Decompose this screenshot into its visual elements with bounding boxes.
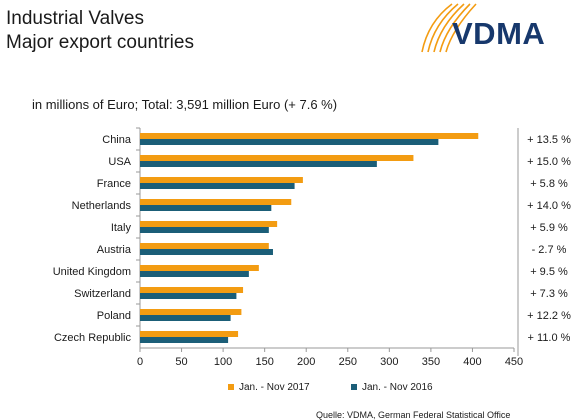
chart-title: Industrial Valves bbox=[6, 8, 144, 29]
category-label: Poland bbox=[97, 310, 131, 322]
change-label: + 11.0 % bbox=[528, 332, 571, 344]
bar-2017 bbox=[140, 177, 303, 183]
bar-2017 bbox=[140, 309, 242, 315]
change-label: + 7.3 % bbox=[530, 288, 568, 300]
source-note: Quelle: VDMA, German Federal Statistical… bbox=[316, 410, 511, 420]
x-tick-label: 400 bbox=[463, 356, 481, 368]
x-tick-label: 200 bbox=[297, 356, 315, 368]
x-tick-label: 300 bbox=[380, 356, 398, 368]
bar-2016 bbox=[140, 139, 439, 145]
category-label: Netherlands bbox=[72, 200, 132, 212]
x-tick-label: 150 bbox=[255, 356, 273, 368]
bar-2017 bbox=[140, 287, 244, 293]
change-label: + 13.5 % bbox=[527, 134, 571, 146]
category-label: USA bbox=[108, 156, 131, 168]
vdma-logo: VDMA bbox=[452, 16, 546, 51]
bar-2017 bbox=[140, 155, 414, 161]
change-label: + 5.8 % bbox=[530, 178, 568, 190]
bar-2016 bbox=[140, 337, 229, 343]
bar-2017 bbox=[140, 133, 479, 139]
change-label: + 15.0 % bbox=[527, 156, 571, 168]
x-tick-label: 50 bbox=[175, 356, 187, 368]
legend-swatch-2017 bbox=[228, 384, 234, 390]
x-tick-label: 250 bbox=[339, 356, 357, 368]
x-tick-label: 0 bbox=[137, 356, 143, 368]
category-label: United Kingdom bbox=[53, 266, 131, 278]
bar-2016 bbox=[140, 205, 272, 211]
bar-2016 bbox=[140, 161, 377, 167]
bar-2017 bbox=[140, 221, 278, 227]
legend-label-2016: Jan. - Nov 2016 bbox=[362, 382, 433, 393]
bar-2017 bbox=[140, 331, 239, 337]
bar-2016 bbox=[140, 293, 237, 299]
category-label: Czech Republic bbox=[54, 332, 132, 344]
bar-2017 bbox=[140, 243, 269, 249]
bar-2016 bbox=[140, 249, 273, 255]
chart-subtitle-title: Major export countries bbox=[6, 32, 194, 53]
category-label: Switzerland bbox=[74, 288, 131, 300]
bar-2016 bbox=[140, 315, 231, 321]
bar-2016 bbox=[140, 183, 295, 189]
category-label: Italy bbox=[111, 222, 132, 234]
category-label: France bbox=[97, 178, 131, 190]
change-label: + 5.9 % bbox=[530, 222, 568, 234]
category-label: China bbox=[102, 134, 132, 146]
x-tick-label: 350 bbox=[422, 356, 440, 368]
chart-units-note: in millions of Euro; Total: 3,591 millio… bbox=[32, 97, 338, 112]
change-label: + 14.0 % bbox=[527, 200, 571, 212]
x-tick-label: 450 bbox=[505, 356, 523, 368]
vdma-logo-arcs-icon bbox=[421, 3, 477, 53]
bar-2016 bbox=[140, 271, 249, 277]
category-label: Austria bbox=[97, 244, 132, 256]
change-label: - 2.7 % bbox=[532, 244, 567, 256]
change-label: + 9.5 % bbox=[530, 266, 568, 278]
legend-swatch-2016 bbox=[351, 384, 357, 390]
bar-2017 bbox=[140, 199, 292, 205]
bar-2017 bbox=[140, 265, 259, 271]
legend-label-2017: Jan. - Nov 2017 bbox=[239, 382, 310, 393]
change-label: + 12.2 % bbox=[527, 310, 571, 322]
bar-2016 bbox=[140, 227, 269, 233]
x-tick-label: 100 bbox=[214, 356, 232, 368]
